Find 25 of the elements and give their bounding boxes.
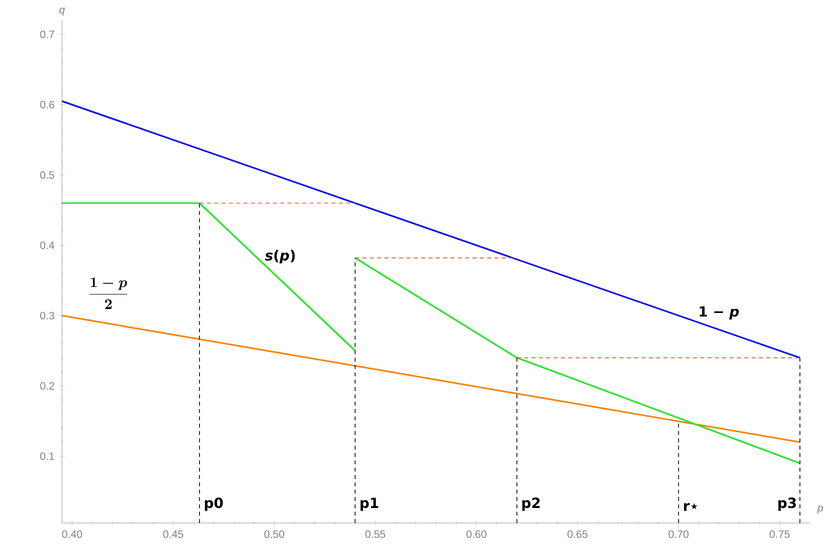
y-tick-label: 0.7: [40, 30, 54, 38]
x-tick-label: 0.40: [62, 530, 82, 538]
x-tick-label: 0.55: [365, 530, 386, 538]
annotation: p2: [522, 498, 540, 511]
x-tick-label: 0.70: [668, 530, 689, 538]
annotation: p0: [204, 498, 223, 511]
x-tick-label: 0.45: [163, 530, 184, 538]
y-tick-label: 0.1: [40, 452, 54, 460]
y-tick-label: 0.3: [40, 312, 54, 320]
annotation: s(p): [264, 250, 295, 264]
x-tick-label: 0.75: [770, 530, 790, 538]
y-tick-label: 0.6: [40, 100, 54, 108]
annotation: r⋆: [684, 503, 698, 511]
x-tick-label: 0.50: [264, 530, 284, 538]
annotation: 1 − p: [700, 306, 739, 320]
annotation: p1: [360, 498, 378, 511]
y-tick-label: 0.5: [40, 171, 54, 179]
x-tick-label: 0.60: [466, 530, 486, 538]
y-tick-label: 0.2: [40, 382, 54, 390]
annotation: $\frac{1-p}{2}$: [90, 277, 128, 309]
x-axis-title: p: [817, 506, 823, 514]
y-tick-label: 0.4: [40, 242, 54, 250]
x-tick-label: 0.65: [568, 530, 588, 538]
y-axis-title: q: [59, 8, 65, 16]
annotation: p3: [778, 498, 796, 511]
